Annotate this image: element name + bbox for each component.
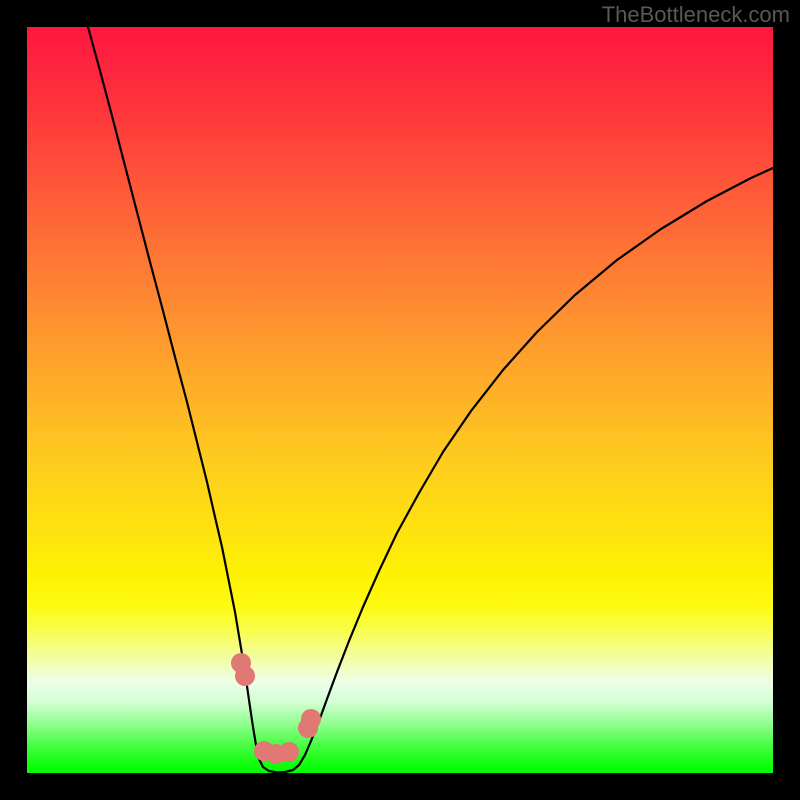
data-point <box>279 742 299 762</box>
right-curve <box>277 168 773 773</box>
chart-plot-area <box>27 27 773 773</box>
attribution-text: TheBottleneck.com <box>602 2 790 28</box>
data-point <box>301 709 321 729</box>
data-point <box>235 666 255 686</box>
bottleneck-curve <box>27 27 773 773</box>
